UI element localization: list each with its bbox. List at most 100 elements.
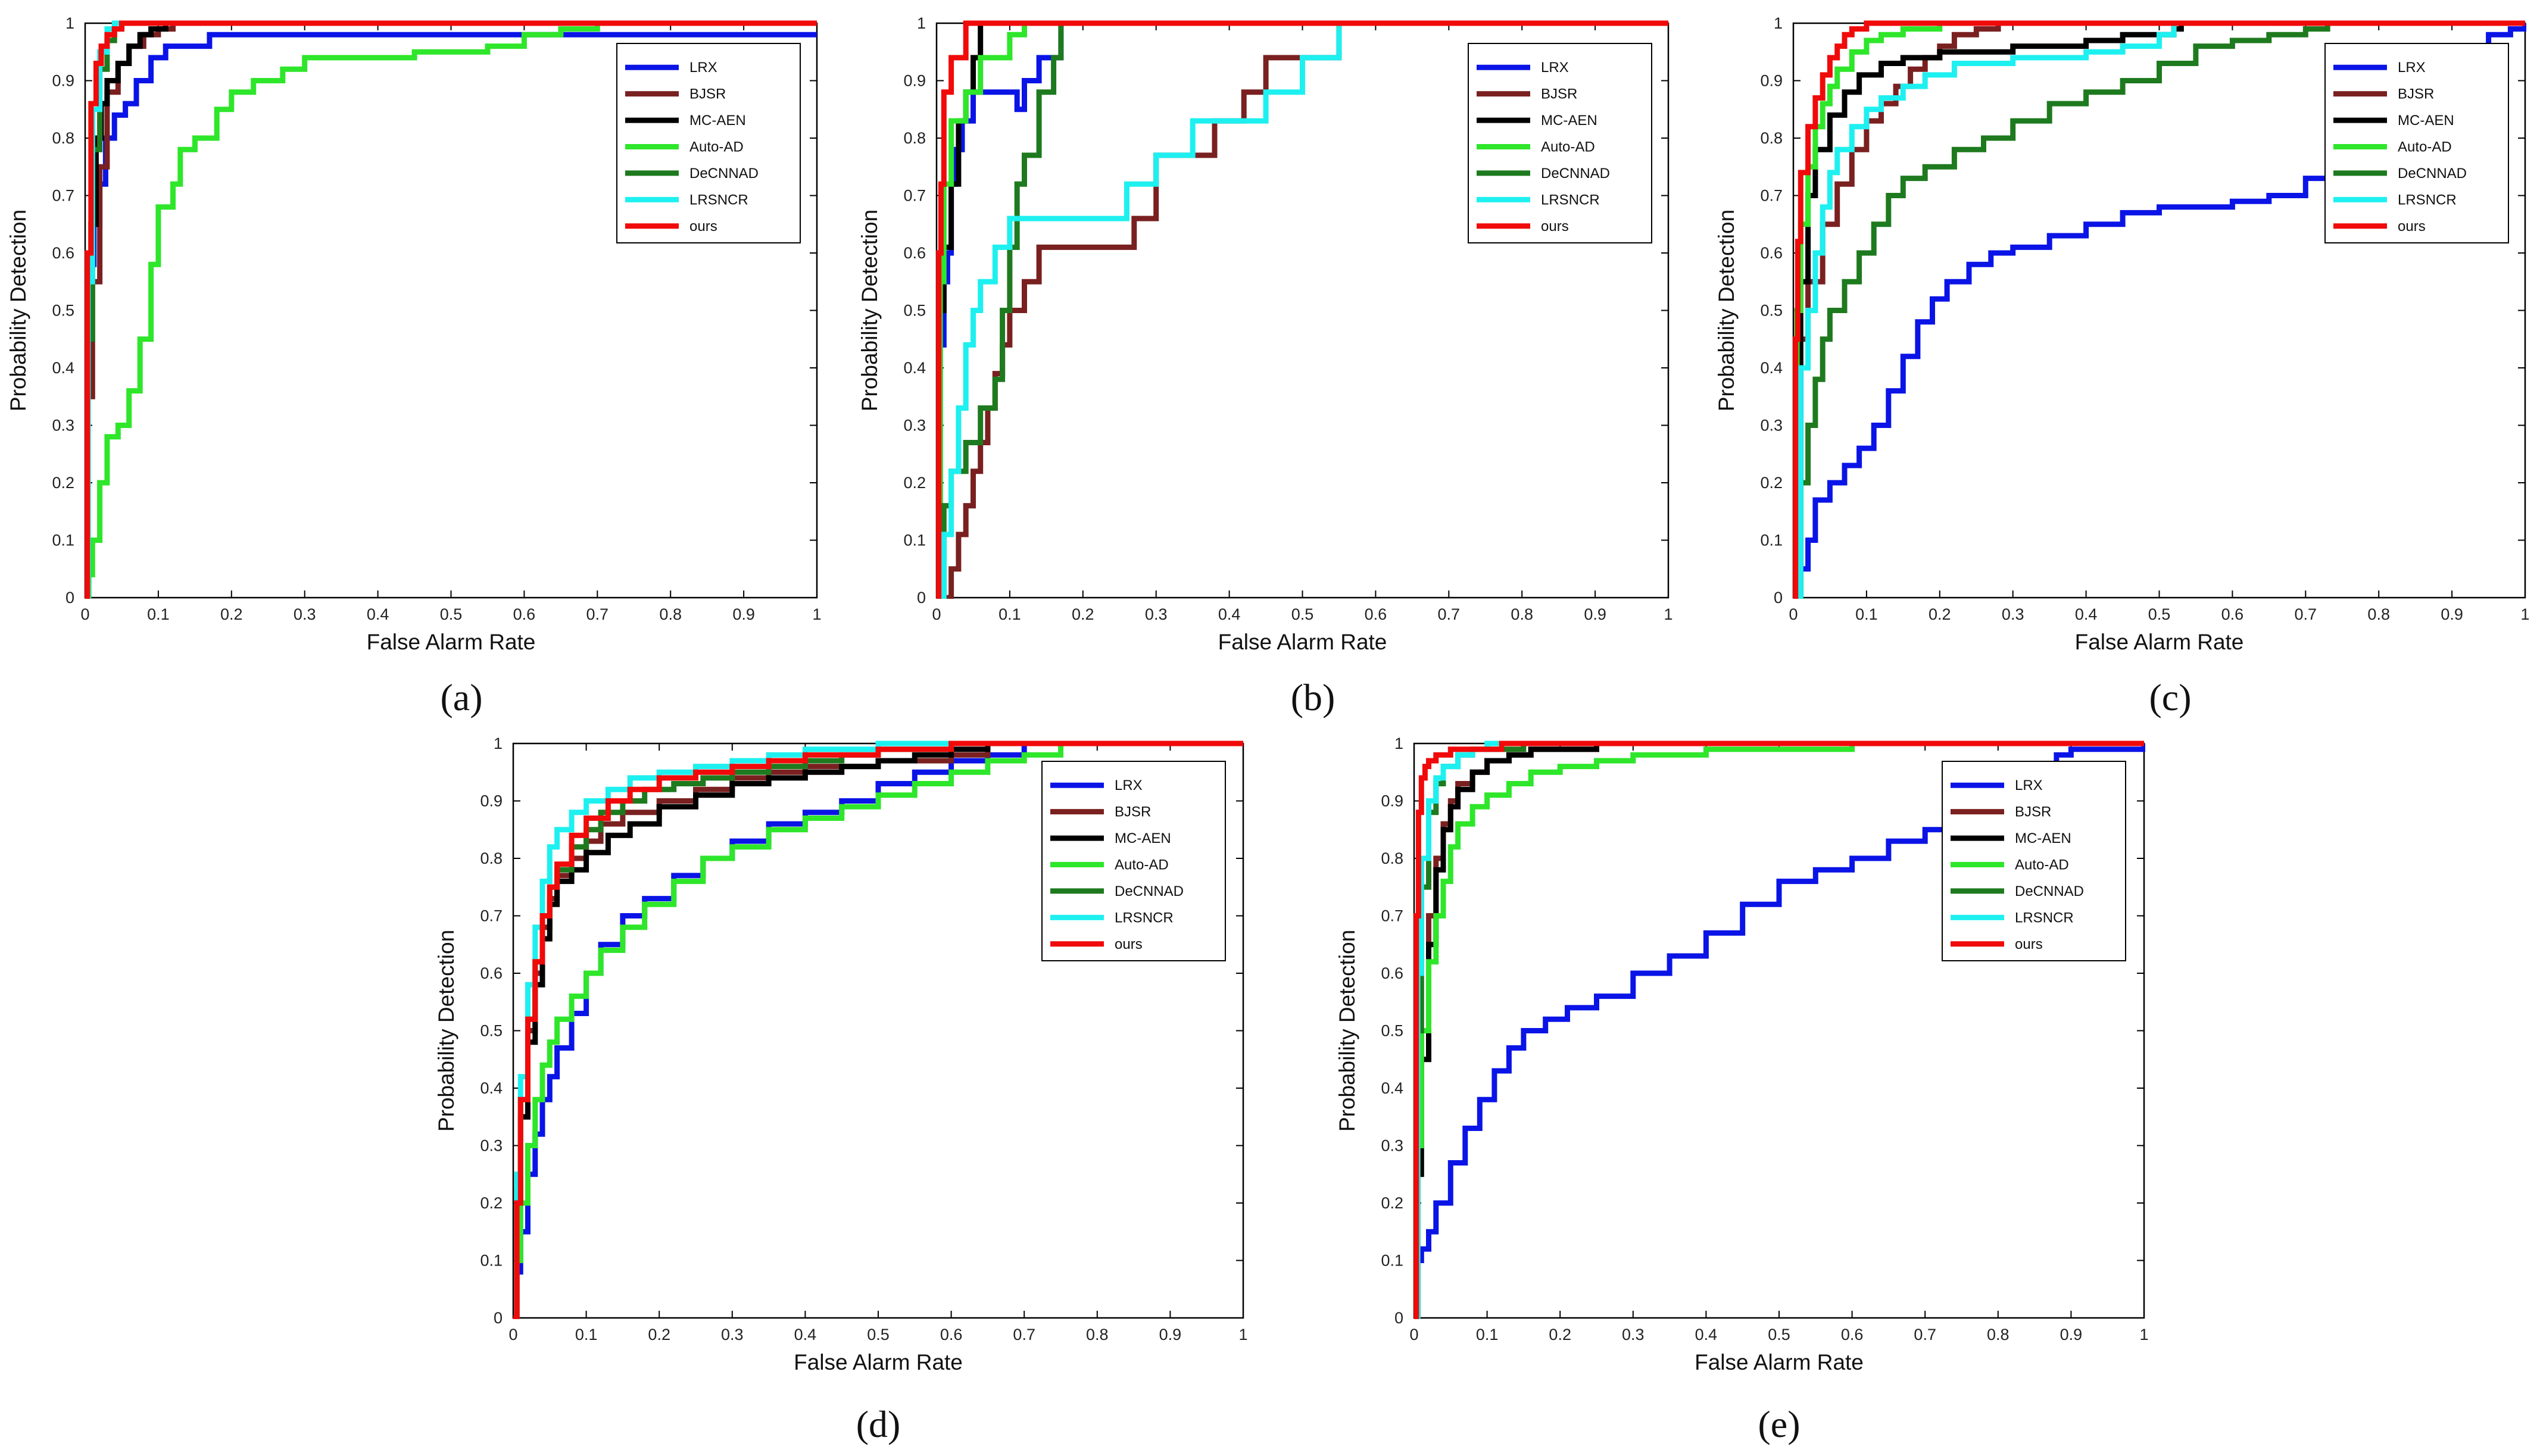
y-tick-label: 0.7 [52, 187, 74, 205]
y-tick-label: 0.3 [1760, 417, 1783, 435]
legend-label: LRSNCR [689, 192, 748, 208]
y-tick-label: 0.9 [1381, 792, 1403, 810]
y-tick-label: 0.9 [903, 72, 926, 90]
x-tick-label: 0.9 [2060, 1326, 2083, 1343]
y-tick-label: 0.6 [480, 964, 503, 982]
legend-label: BJSR [1115, 804, 1151, 820]
y-tick-label: 0.3 [903, 417, 926, 435]
legend-label: BJSR [2398, 86, 2434, 102]
x-tick-label: 0.4 [1218, 605, 1241, 623]
y-tick-label: 0.7 [480, 907, 503, 925]
x-tick-label: 0.6 [940, 1326, 963, 1343]
y-tick-label: 0.1 [52, 532, 74, 549]
y-tick-label: 0.8 [52, 129, 74, 147]
chart-panel-b: 0 0.1 0.2 0.3 0.4 0.5 0.6 0.7 0.8 0.9 1 0 0.1 0.2 0.3 0… [857, 14, 1673, 718]
series-group [85, 20, 817, 599]
x-axis-label: False Alarm Rate [367, 630, 536, 654]
legend-box [616, 43, 801, 243]
legend-label: BJSR [689, 86, 726, 102]
series-line-mc-aen [513, 741, 1243, 1319]
series-line-ours [936, 20, 1668, 599]
x-tick-label: 0.3 [294, 605, 316, 623]
y-axis-label: Probability Detection [6, 210, 30, 411]
x-tick-label: 0.3 [1622, 1326, 1645, 1343]
x-tick-label: 0.2 [1929, 605, 1951, 623]
chart-panel-a: 0 0.1 0.2 0.3 0.4 0.5 0.6 0.7 0.8 0.9 1 0 0.1 0.2 0.3 0… [6, 14, 822, 718]
y-tick-label: 0.2 [1381, 1194, 1403, 1212]
x-tick-label: 0.8 [659, 605, 682, 623]
legend-label: DeCNNAD [1541, 165, 1610, 182]
legend-label: Auto-AD [1115, 857, 1169, 873]
legend-label: Auto-AD [689, 139, 744, 155]
y-tick-label: 0.2 [903, 474, 926, 492]
legend-box [2324, 43, 2509, 243]
series-line-auto-ad [85, 20, 817, 599]
y-tick-label: 0.6 [1760, 244, 1783, 262]
series-line-lrsncr [937, 20, 1668, 599]
x-tick-label: 1 [2520, 605, 2529, 623]
legend-label: LRSNCR [2015, 910, 2074, 926]
panel-caption: (c) [2149, 676, 2191, 718]
legend-label: DeCNNAD [689, 165, 759, 182]
series-line-decnnad [1793, 20, 2525, 599]
y-tick-label: 0 [494, 1309, 503, 1327]
y-tick-label: 0.8 [1381, 849, 1403, 867]
x-tick-label: 0.7 [2295, 605, 2317, 623]
y-tick-label: 0.1 [480, 1252, 503, 1270]
y-tick-label: 0.8 [480, 849, 503, 867]
y-tick-label: 0.1 [903, 532, 926, 549]
x-tick-label: 0.6 [2221, 605, 2244, 623]
y-tick-label: 0.6 [903, 244, 926, 262]
series-line-ours [1793, 20, 2525, 599]
legend-label: LRX [689, 60, 717, 76]
y-tick-label: 0.7 [1381, 907, 1403, 925]
legend-label: DeCNNAD [1115, 883, 1184, 899]
x-tick-label: 1 [2139, 1326, 2148, 1343]
y-tick-label: 0.9 [1760, 72, 1783, 90]
y-tick-label: 0.1 [1760, 532, 1783, 549]
y-tick-label: 0.7 [1760, 187, 1783, 205]
legend-label: MC-AEN [1541, 113, 1597, 129]
y-tick-label: 0.3 [1381, 1137, 1403, 1155]
legend-label: Auto-AD [2015, 857, 2069, 873]
legend-label: BJSR [2015, 804, 2051, 820]
y-tick-label: 0.8 [903, 129, 926, 147]
y-tick-label: 0.4 [480, 1079, 503, 1097]
legend-label: LRSNCR [1541, 192, 1600, 208]
y-tick-label: 0.2 [480, 1194, 503, 1212]
legend-label: LRX [2398, 60, 2426, 76]
legend-label: MC-AEN [2015, 830, 2071, 846]
panel-caption: (a) [440, 676, 482, 718]
legend-label: DeCNNAD [2015, 883, 2084, 899]
x-tick-label: 0.1 [998, 605, 1021, 623]
y-tick-label: 1 [65, 14, 74, 32]
series-line-auto-ad [937, 20, 1668, 599]
legend-label: ours [1115, 936, 1143, 952]
series-line-bjsr [1793, 20, 2525, 599]
y-tick-label: 0.5 [480, 1022, 503, 1040]
x-tick-label: 0.5 [867, 1326, 890, 1343]
series-group [513, 741, 1243, 1319]
y-tick-label: 0.1 [1381, 1252, 1403, 1270]
x-tick-label: 0.8 [1086, 1326, 1109, 1343]
y-tick-label: 0.4 [903, 359, 926, 377]
legend-box [1942, 761, 2126, 961]
x-tick-label: 0.8 [1511, 605, 1533, 623]
y-tick-label: 0 [65, 589, 74, 607]
x-tick-label: 0.9 [1584, 605, 1606, 623]
legend-label: DeCNNAD [2398, 165, 2467, 182]
x-tick-label: 0 [1409, 1326, 1418, 1343]
legend-box [1468, 43, 1652, 243]
x-tick-label: 0.5 [2148, 605, 2171, 623]
x-tick-label: 0.3 [2002, 605, 2024, 623]
legend-label: MC-AEN [1115, 830, 1171, 846]
legend: LRX BJSR MC-AEN Auto-AD DeCNNAD LRSNCR ours [2324, 43, 2509, 243]
y-tick-label: 0 [1394, 1309, 1403, 1327]
x-axis-label: False Alarm Rate [2075, 630, 2244, 654]
legend: LRX BJSR MC-AEN Auto-AD DeCNNAD LRSNCR ours [616, 43, 801, 243]
x-tick-label: 0.1 [575, 1326, 598, 1343]
legend-label: BJSR [1541, 86, 1577, 102]
x-tick-label: 0.4 [2075, 605, 2098, 623]
legend-label: LRSNCR [1115, 910, 1174, 926]
